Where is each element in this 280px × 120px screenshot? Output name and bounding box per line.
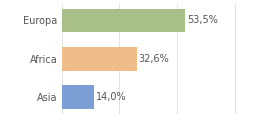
Bar <box>62 9 185 32</box>
Text: 53,5%: 53,5% <box>187 15 218 25</box>
Bar <box>62 47 137 71</box>
Text: 14,0%: 14,0% <box>96 92 126 102</box>
Text: 32,6%: 32,6% <box>139 54 169 64</box>
Bar <box>62 85 94 109</box>
